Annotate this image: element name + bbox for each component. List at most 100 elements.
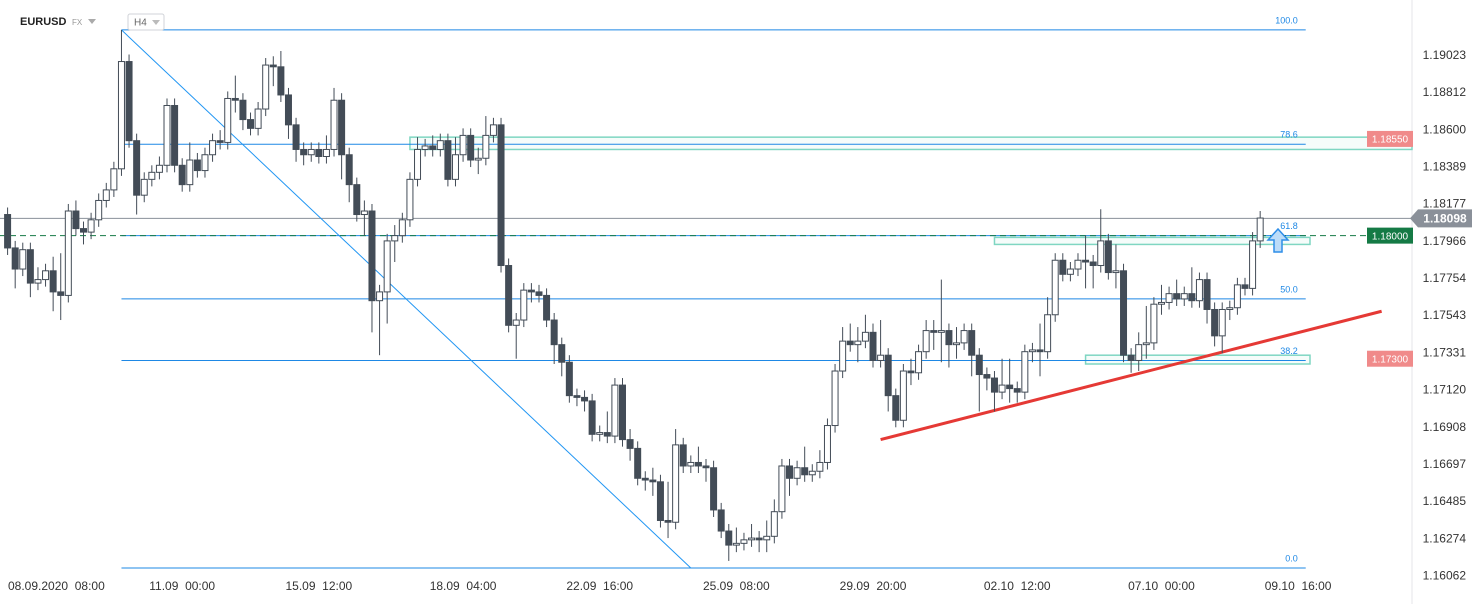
candle-body: [398, 219, 406, 237]
candle-body: [163, 105, 171, 166]
candle-body: [49, 270, 57, 293]
timeframe: H4: [134, 18, 147, 29]
candle-body: [983, 374, 991, 379]
price-tag: [1367, 227, 1413, 244]
candle-body: [239, 99, 247, 121]
plot: 100.0 78.6 61.8 50.0 38.2 0.0: [0, 15, 1413, 569]
candle-body: [254, 108, 262, 129]
candle-body: [626, 439, 634, 449]
candle-body: [649, 479, 657, 483]
candle-body: [125, 61, 133, 142]
candle-body: [1241, 284, 1249, 289]
candle-body: [618, 384, 626, 441]
candle-body: [1226, 307, 1234, 310]
candle-body: [915, 351, 923, 374]
candle-body: [133, 140, 141, 196]
candle-body: [102, 189, 110, 201]
candle-body: [535, 291, 543, 296]
candle-body: [1180, 293, 1188, 300]
candle-body: [489, 124, 497, 136]
candle-body: [110, 168, 118, 191]
candle-body: [1127, 354, 1135, 361]
candle-body: [1142, 342, 1150, 346]
arrow-icon: [1266, 227, 1290, 253]
candle-body: [224, 97, 232, 143]
candle-body: [907, 370, 915, 374]
candle-body: [968, 330, 976, 356]
candle-body: [406, 178, 414, 221]
candle-body: [1120, 270, 1128, 356]
candle-body: [778, 465, 786, 513]
candle-body: [1028, 349, 1036, 353]
y-tick-label: 1.17754: [1423, 271, 1467, 285]
candle-body: [831, 370, 839, 427]
candle-body: [861, 331, 869, 342]
candle-body: [201, 154, 209, 172]
candle-body: [338, 99, 346, 156]
candle-body: [34, 279, 42, 284]
zone: [409, 136, 1413, 151]
candle-body: [292, 124, 300, 150]
candle-body: [57, 291, 65, 296]
candle-body: [451, 154, 459, 180]
candle-body: [186, 159, 194, 186]
candle-body: [1044, 314, 1052, 353]
candle-body: [793, 467, 801, 479]
candle-body: [216, 140, 224, 143]
candle-body: [687, 461, 695, 467]
symbol-dropdown[interactable]: [88, 19, 96, 24]
candle-body: [512, 319, 520, 326]
candle-body: [603, 432, 611, 437]
candle-body: [429, 145, 437, 150]
x-tick-label: 02.10 12:00: [984, 579, 1051, 593]
candle-body: [884, 354, 892, 397]
candle-body: [284, 94, 292, 126]
candle-body: [376, 291, 384, 302]
candle-body: [1089, 261, 1097, 267]
candle-body: [505, 265, 513, 326]
candle-body: [4, 214, 12, 249]
candle-body: [1195, 279, 1203, 302]
x-tick-label: 08.09.2020 08:00: [8, 579, 105, 593]
x-tick-label: 22.09 16:00: [566, 579, 633, 593]
candle-body: [1165, 293, 1173, 303]
candle-body: [725, 530, 733, 546]
candle-body: [960, 330, 968, 344]
candle-body: [998, 384, 1006, 393]
candle-body: [26, 249, 34, 284]
candle-body: [573, 395, 581, 398]
candle-body: [1233, 284, 1241, 309]
candle-body: [1013, 388, 1021, 393]
candle-body: [710, 467, 718, 511]
candle-body: [1036, 349, 1044, 353]
candle-body: [1104, 240, 1112, 274]
price-tag-label: 1.18000: [1372, 231, 1409, 242]
candle-body: [702, 465, 710, 469]
candle-body: [990, 377, 998, 393]
candle-body: [1218, 308, 1226, 337]
y-tick-label: 1.17543: [1423, 308, 1467, 322]
candle-body: [209, 140, 217, 156]
candle-body: [550, 319, 558, 346]
y-tick-label: 1.18389: [1423, 159, 1467, 173]
candle-body: [330, 99, 338, 150]
candle-body: [322, 148, 330, 157]
timeframe-dropdown[interactable]: [152, 20, 160, 25]
y-tick-label: 1.18812: [1423, 85, 1467, 99]
candle-body: [368, 210, 376, 302]
candle-body: [1157, 301, 1165, 305]
candle-body: [307, 148, 315, 156]
candle-body: [1097, 240, 1105, 267]
timeframe-box[interactable]: [127, 13, 165, 31]
candle-body: [11, 247, 19, 270]
y-tick-label: 1.16908: [1423, 420, 1467, 434]
y-tick-label: 1.16485: [1423, 494, 1467, 508]
candle-body: [717, 509, 725, 532]
candle-body: [42, 270, 50, 281]
candle-body: [679, 444, 687, 467]
candle-body: [634, 447, 642, 479]
candle-body: [1256, 217, 1264, 242]
candle-body: [823, 425, 831, 463]
